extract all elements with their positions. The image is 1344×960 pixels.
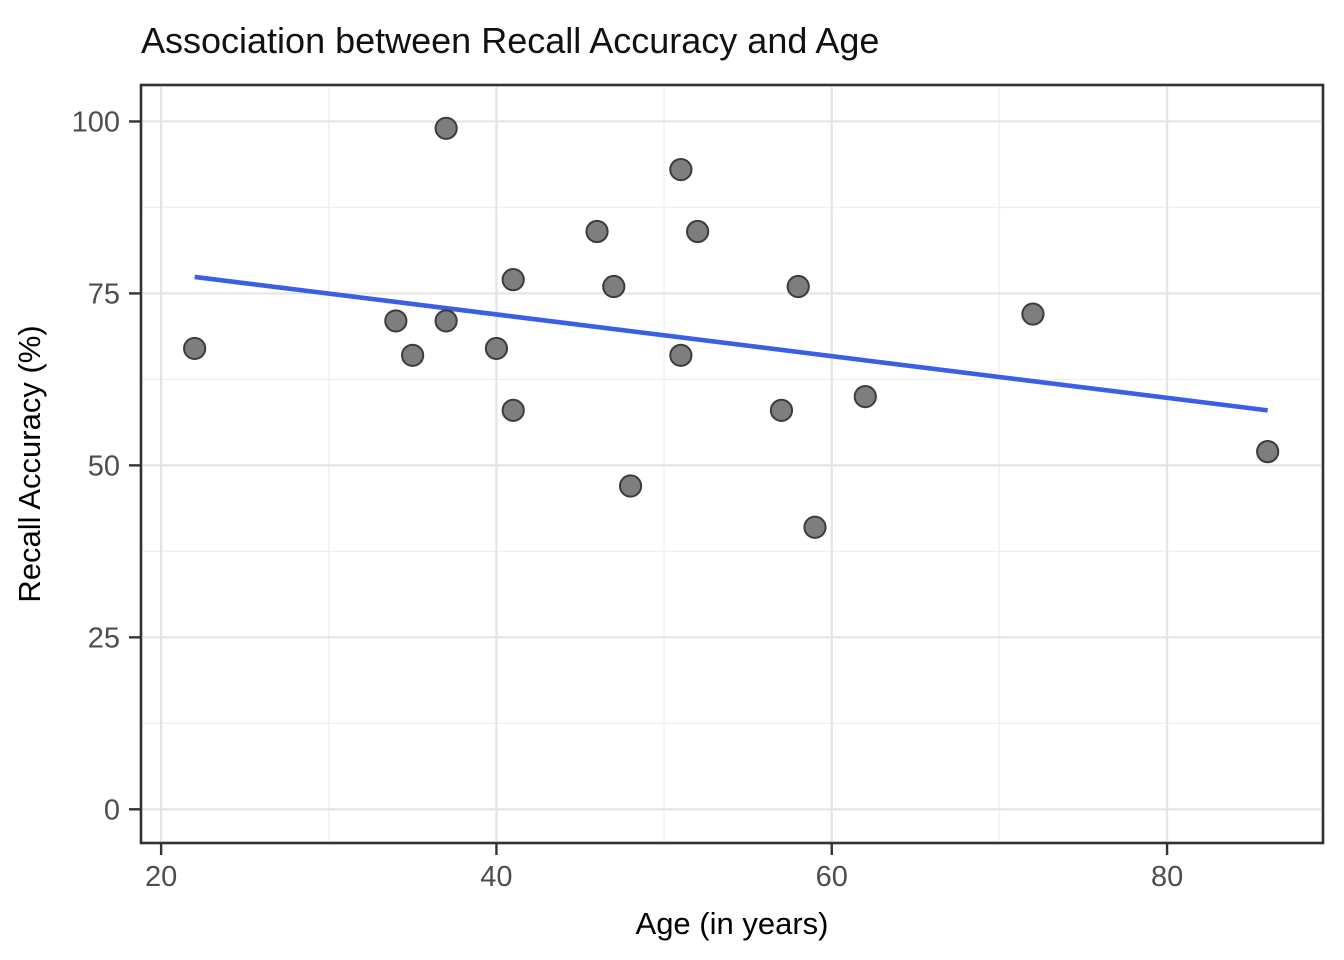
- x-tick-labels-group: 20 40 60 80: [145, 861, 1183, 893]
- y-tick-label: 50: [88, 450, 120, 482]
- data-point: [501, 398, 525, 422]
- data-points-group: [183, 116, 1280, 539]
- plot-panel: [139, 83, 1325, 845]
- data-point: [585, 219, 609, 244]
- data-point: [618, 474, 643, 498]
- data-point: [384, 309, 408, 333]
- gridlines-major: [141, 85, 1323, 843]
- gridlines-minor: [141, 85, 1323, 843]
- x-tick-label: 60: [816, 861, 848, 893]
- data-point: [1256, 440, 1280, 464]
- data-point: [401, 343, 425, 367]
- data-point: [484, 336, 509, 361]
- data-point: [669, 158, 693, 182]
- y-tick-label: 75: [88, 278, 120, 310]
- data-point: [602, 274, 626, 299]
- data-point: [853, 384, 877, 409]
- plot-panel-border: [139, 83, 1325, 845]
- data-point: [786, 274, 810, 299]
- axis-ticks-group: [129, 120, 1169, 855]
- data-point: [669, 343, 693, 367]
- data-point: [434, 116, 458, 140]
- trend-line: [194, 274, 1268, 413]
- data-point: [183, 336, 207, 361]
- data-point: [686, 219, 710, 244]
- x-tick-label: 20: [145, 861, 177, 893]
- x-tick-label: 40: [480, 861, 512, 893]
- chart-title: Association between Recall Accuracy and …: [141, 20, 879, 61]
- y-axis-title: Recall Accuracy (%): [12, 325, 47, 602]
- y-tick-label: 25: [88, 622, 120, 654]
- data-point: [501, 268, 525, 292]
- data-point: [1021, 302, 1045, 326]
- data-point: [769, 398, 794, 422]
- x-axis-title: Age (in years): [636, 906, 829, 941]
- y-tick-label: 100: [72, 106, 120, 138]
- y-tick-label: 0: [104, 794, 120, 826]
- data-point: [803, 515, 827, 539]
- x-tick-label: 80: [1151, 861, 1183, 893]
- trend-line-group: [194, 274, 1268, 413]
- data-point: [434, 309, 458, 333]
- y-tick-labels-group: 0 25 50 75 100: [72, 106, 120, 826]
